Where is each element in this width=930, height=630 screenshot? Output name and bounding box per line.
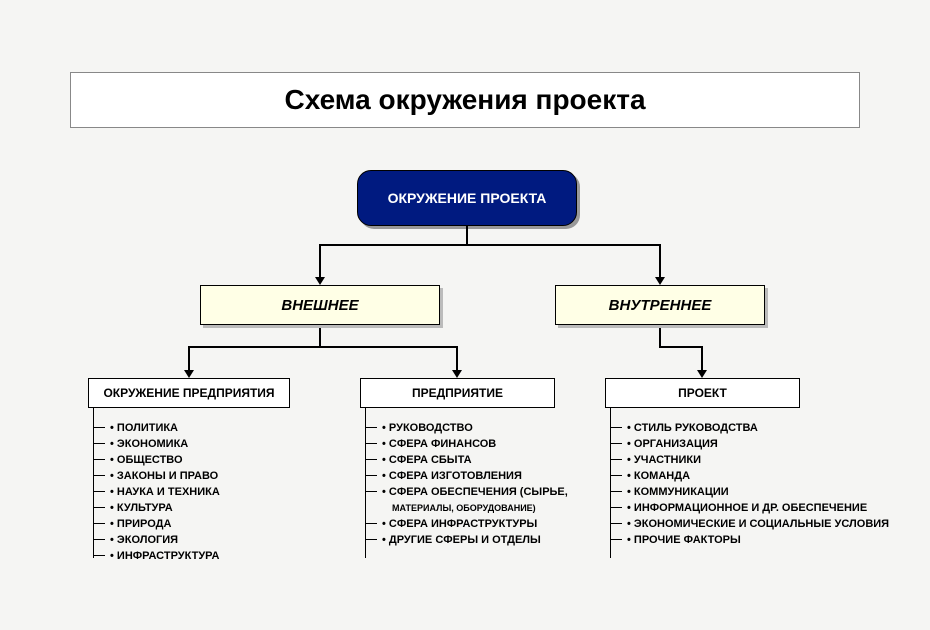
- list-item: • НАУКА И ТЕХНИКА: [110, 484, 220, 500]
- list-item: • ЭКОНОМИЧЕСКИЕ И СОЦИАЛЬНЫЕ УСЛОВИЯ: [627, 516, 927, 532]
- connector: [659, 328, 661, 346]
- tick: [93, 491, 105, 492]
- tick: [93, 555, 105, 556]
- tick: [365, 523, 377, 524]
- arrow-icon: [697, 370, 707, 378]
- node-enterprise: ПРЕДПРИЯТИЕ: [360, 378, 555, 408]
- list-spine: [610, 408, 611, 558]
- connector: [188, 346, 458, 348]
- list-item: • ИНФОРМАЦИОННОЕ И ДР. ОБЕСПЕЧЕНИЕ: [627, 500, 927, 516]
- list-item: • СТИЛЬ РУКОВОДСТВА: [627, 420, 927, 436]
- node-project: ПРОЕКТ: [605, 378, 800, 408]
- tick: [610, 459, 622, 460]
- list-item: • СФЕРА ИНФРАСТРУКТУРЫ: [382, 516, 582, 532]
- connector: [319, 244, 321, 277]
- list-item: • КОМАНДА: [627, 468, 927, 484]
- list-item: • ПОЛИТИКА: [110, 420, 220, 436]
- list-spine: [365, 408, 366, 558]
- arrow-icon: [315, 277, 325, 285]
- list-item: • ОБЩЕСТВО: [110, 452, 220, 468]
- arrow-icon: [655, 277, 665, 285]
- list-item: • КОММУНИКАЦИИ: [627, 484, 927, 500]
- tick: [610, 523, 622, 524]
- node-enterprise-env: ОКРУЖЕНИЕ ПРЕДПРИЯТИЯ: [88, 378, 290, 408]
- tick: [610, 443, 622, 444]
- list-item: • ПРИРОДА: [110, 516, 220, 532]
- connector: [319, 244, 661, 246]
- arrow-icon: [452, 370, 462, 378]
- tick: [93, 459, 105, 460]
- list-item: • ЭКОЛОГИЯ: [110, 532, 220, 548]
- list-item: • СФЕРА ОБЕСПЕЧЕНИЯ (СЫРЬЕ,: [382, 484, 582, 500]
- tick: [365, 491, 377, 492]
- tick: [610, 539, 622, 540]
- tick: [93, 427, 105, 428]
- list-item: • ДРУГИЕ СФЕРЫ И ОТДЕЛЫ: [382, 532, 582, 548]
- list-item: • СФЕРА ИЗГОТОВЛЕНИЯ: [382, 468, 582, 484]
- tick: [93, 443, 105, 444]
- connector: [659, 244, 661, 277]
- tick: [365, 427, 377, 428]
- tick: [610, 427, 622, 428]
- list-item: • ИНФРАСТРУКТУРА: [110, 548, 220, 564]
- list-item: • УЧАСТНИКИ: [627, 452, 927, 468]
- tick: [365, 539, 377, 540]
- tick: [93, 523, 105, 524]
- list-item: • ОРГАНИЗАЦИЯ: [627, 436, 927, 452]
- connector: [319, 328, 321, 346]
- tick: [610, 475, 622, 476]
- list-project: • СТИЛЬ РУКОВОДСТВА • ОРГАНИЗАЦИЯ • УЧАС…: [627, 420, 927, 548]
- tick: [365, 475, 377, 476]
- tick: [610, 507, 622, 508]
- list-item: • СФЕРА ФИНАНСОВ: [382, 436, 582, 452]
- arrow-icon: [184, 370, 194, 378]
- list-spine: [93, 408, 94, 558]
- tick: [93, 507, 105, 508]
- tick: [365, 443, 377, 444]
- connector: [701, 346, 703, 370]
- connector: [659, 346, 703, 348]
- tick: [365, 459, 377, 460]
- list-item: • ПРОЧИЕ ФАКТОРЫ: [627, 532, 927, 548]
- tick: [93, 539, 105, 540]
- list-enterprise-env: • ПОЛИТИКА • ЭКОНОМИКА • ОБЩЕСТВО • ЗАКО…: [110, 420, 220, 564]
- root-node: ОКРУЖЕНИЕ ПРОЕКТА: [357, 170, 577, 226]
- page-title: Схема окружения проекта: [70, 72, 860, 128]
- list-item: • РУКОВОДСТВО: [382, 420, 582, 436]
- tick: [610, 491, 622, 492]
- connector: [188, 346, 190, 370]
- list-item: • КУЛЬТУРА: [110, 500, 220, 516]
- node-internal: ВНУТРЕННЕЕ: [555, 285, 765, 325]
- list-item-sub: МАТЕРИАЛЫ, ОБОРУДОВАНИЕ): [382, 500, 582, 516]
- list-item: • ЭКОНОМИКА: [110, 436, 220, 452]
- node-external: ВНЕШНЕЕ: [200, 285, 440, 325]
- list-item: • СФЕРА СБЫТА: [382, 452, 582, 468]
- connector: [466, 226, 468, 244]
- list-enterprise: • РУКОВОДСТВО • СФЕРА ФИНАНСОВ • СФЕРА С…: [382, 420, 582, 548]
- connector: [456, 346, 458, 370]
- tick: [93, 475, 105, 476]
- list-item: • ЗАКОНЫ И ПРАВО: [110, 468, 220, 484]
